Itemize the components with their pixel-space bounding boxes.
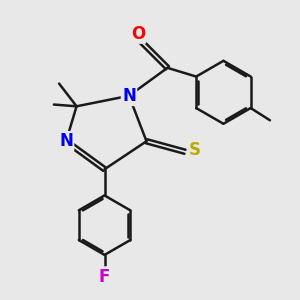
Text: S: S — [189, 141, 201, 159]
Text: O: O — [130, 25, 145, 43]
Text: N: N — [59, 132, 73, 150]
Text: N: N — [122, 87, 136, 105]
Text: F: F — [99, 268, 110, 286]
